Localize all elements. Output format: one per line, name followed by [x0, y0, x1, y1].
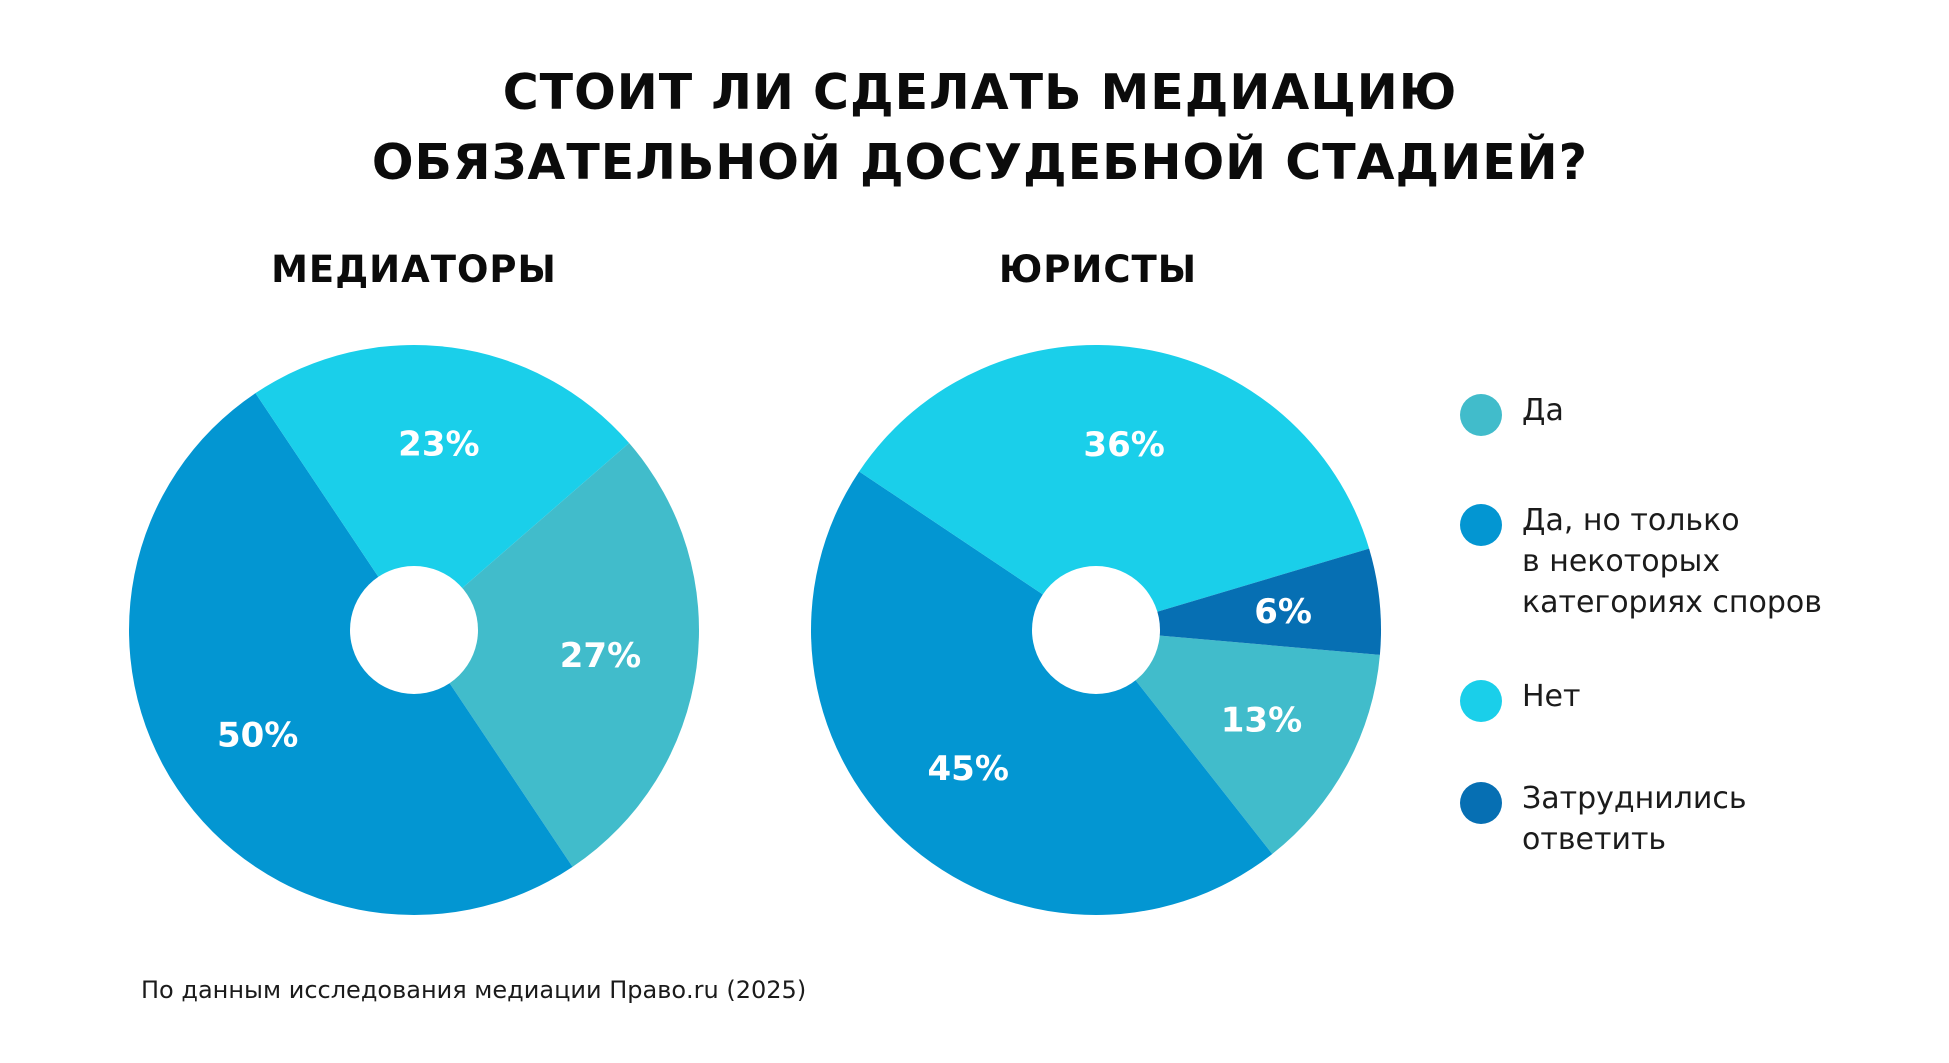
- slice-value-label: 6%: [1254, 592, 1312, 632]
- legend-label-no: Нет: [1522, 679, 1581, 714]
- legend-label-hard-to-say: Затруднились ответить: [1522, 781, 1747, 857]
- legend-label-yes: Да: [1522, 393, 1564, 428]
- chart-title: СТОИТ ЛИ СДЕЛАТЬ МЕДИАЦИЮ ОБЯЗАТЕЛЬНОЙ Д…: [0, 58, 1949, 198]
- pie-slice-no: [859, 344, 1370, 630]
- pie-mediators: 27% 50% 23%: [129, 344, 699, 915]
- pie-title-lawyers: ЮРИСТЫ: [998, 248, 1198, 291]
- legend-label-yes-partial: Да, но только в некоторых категориях спо…: [1522, 503, 1822, 620]
- pie-slice-no: [255, 344, 630, 630]
- slice-value-label: 13%: [1221, 700, 1302, 740]
- pie-slice-yes: [1096, 630, 1380, 854]
- donut-hole: [350, 566, 478, 694]
- source-note: По данным исследования медиации Право.ru…: [141, 976, 807, 1004]
- pie-slice-yes: [414, 443, 699, 867]
- chart-title-line-1: СТОИТ ЛИ СДЕЛАТЬ МЕДИАЦИЮ: [502, 64, 1458, 121]
- slice-value-label: 36%: [1083, 425, 1164, 465]
- legend-swatch-no: [1460, 680, 1502, 722]
- pie-slice-yes-partial: [811, 471, 1273, 916]
- pie-title-mediators: МЕДИАТОРЫ: [271, 248, 557, 291]
- slice-value-label: 27%: [560, 636, 641, 676]
- donut-hole: [1032, 566, 1160, 694]
- pie-slice-yes-partial: [129, 393, 573, 915]
- pie-slice-hard-to_say: [1096, 548, 1382, 655]
- legend-swatch-yes-partial: [1460, 504, 1502, 546]
- legend-swatch-hard-to-say: [1460, 782, 1502, 824]
- slice-value-label: 23%: [398, 425, 479, 465]
- legend-swatch-yes: [1460, 394, 1502, 436]
- chart-title-line-2: ОБЯЗАТЕЛЬНОЙ ДОСУДЕБНОЙ СТАДИЕЙ?: [371, 134, 1589, 191]
- pie-lawyers: 13% 45% 36% 6%: [811, 344, 1382, 916]
- slice-value-label: 50%: [217, 716, 298, 756]
- slice-value-label: 45%: [928, 749, 1009, 789]
